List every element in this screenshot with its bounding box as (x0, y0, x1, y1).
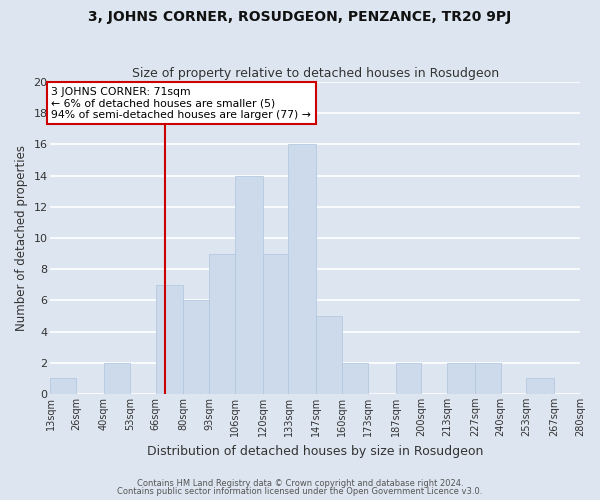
Bar (316, 316, 342, 394)
Bar (155, 284, 184, 394)
Bar (475, 362, 500, 394)
Bar (104, 362, 130, 394)
Bar (50, 378, 76, 394)
X-axis label: Distribution of detached houses by size in Rosudgeon: Distribution of detached houses by size … (147, 444, 484, 458)
Bar (184, 300, 209, 394)
Bar (526, 378, 554, 394)
Text: Contains public sector information licensed under the Open Government Licence v3: Contains public sector information licen… (118, 487, 482, 496)
Text: Contains HM Land Registry data © Crown copyright and database right 2024.: Contains HM Land Registry data © Crown c… (137, 478, 463, 488)
Bar (263, 254, 289, 394)
Text: 3 JOHNS CORNER: 71sqm
← 6% of detached houses are smaller (5)
94% of semi-detach: 3 JOHNS CORNER: 71sqm ← 6% of detached h… (52, 86, 311, 120)
Bar (395, 362, 421, 394)
Bar (209, 254, 235, 394)
Bar (235, 176, 263, 394)
Bar (342, 362, 368, 394)
Y-axis label: Number of detached properties: Number of detached properties (15, 145, 28, 331)
Bar (289, 144, 316, 394)
Bar (447, 362, 475, 394)
Text: 3, JOHNS CORNER, ROSUDGEON, PENZANCE, TR20 9PJ: 3, JOHNS CORNER, ROSUDGEON, PENZANCE, TR… (88, 10, 512, 24)
Title: Size of property relative to detached houses in Rosudgeon: Size of property relative to detached ho… (131, 66, 499, 80)
